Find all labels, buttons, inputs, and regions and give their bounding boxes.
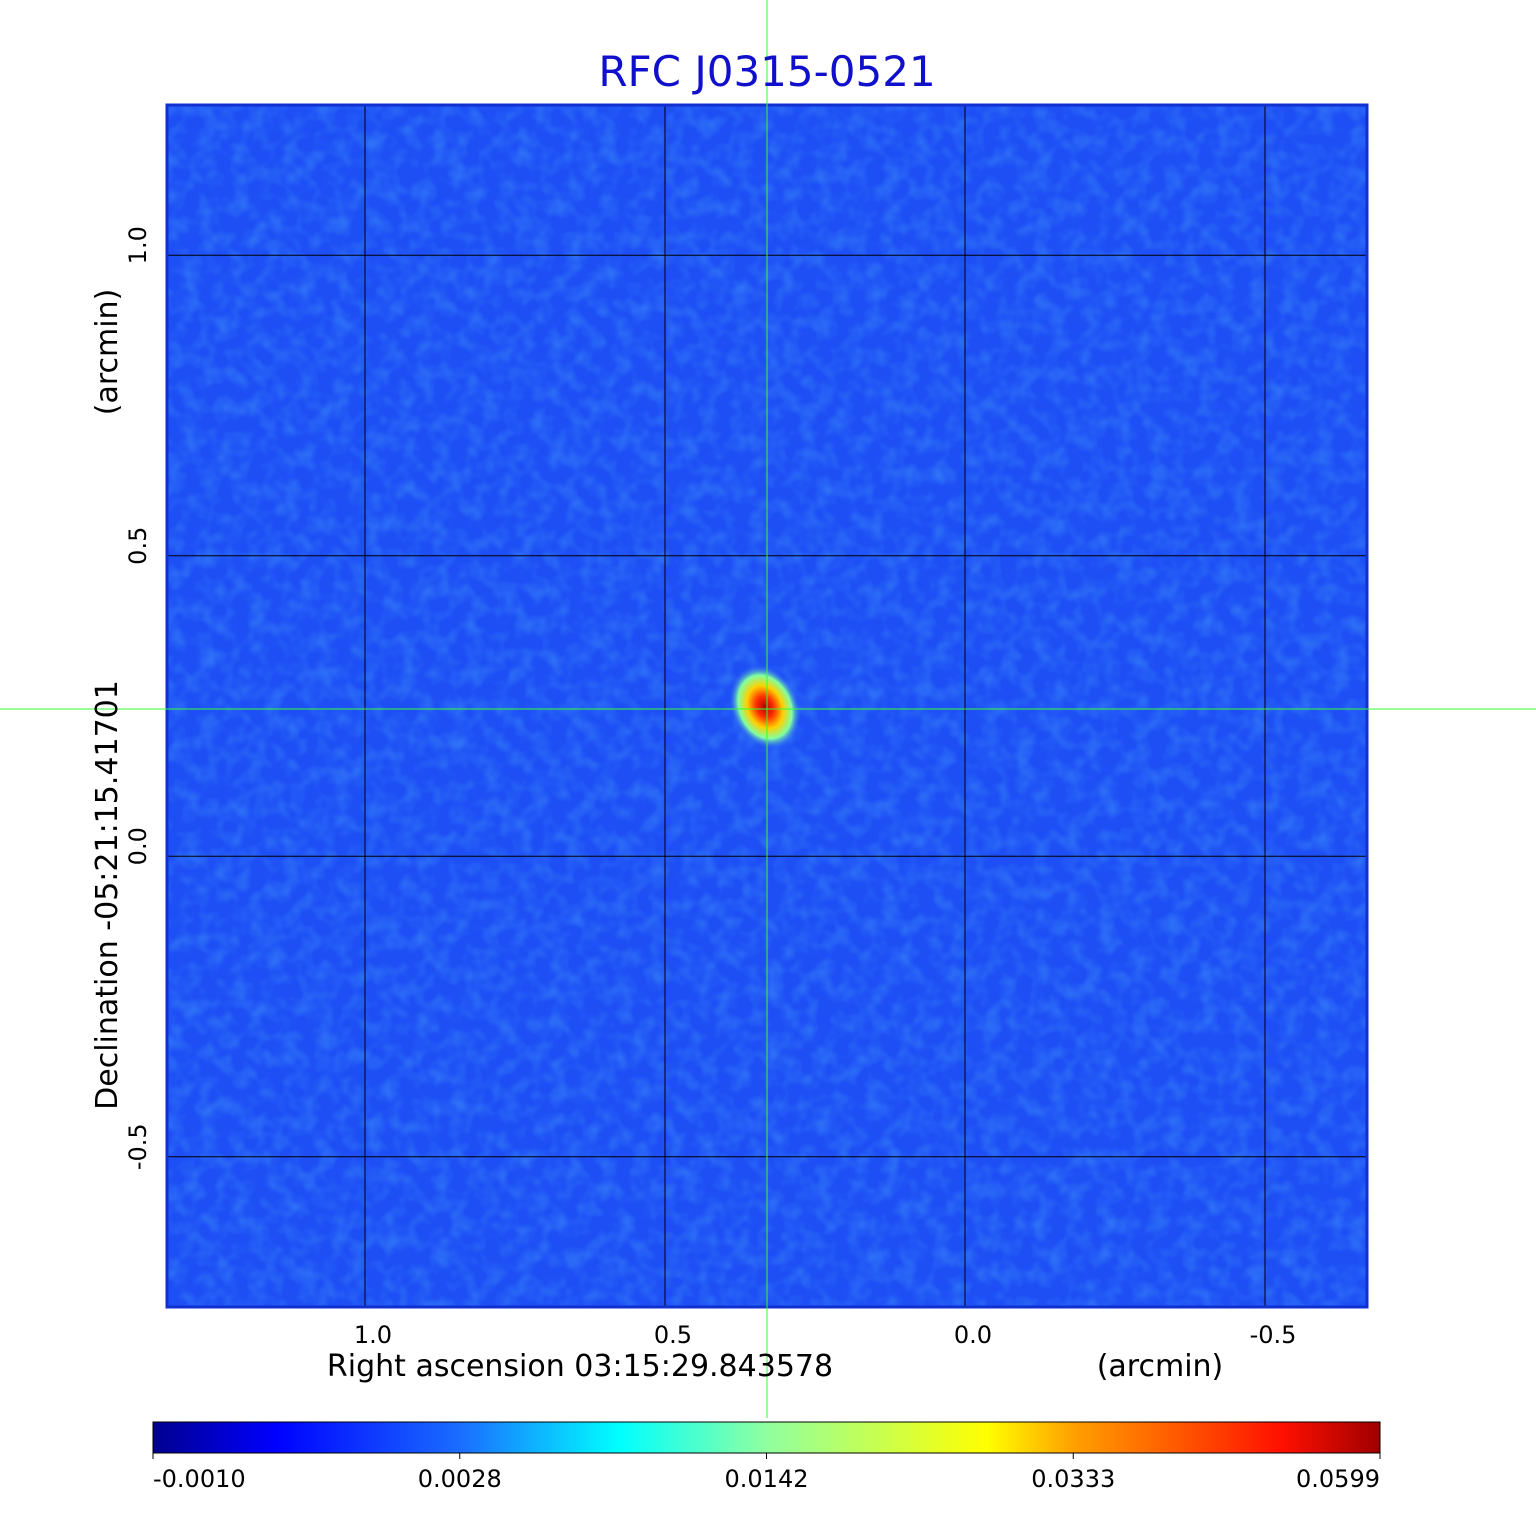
x-tick-label: 0.0 [954, 1321, 992, 1349]
chart-title: RFC J0315-0521 [598, 47, 935, 96]
colorbar-tick-label: -0.0010 [153, 1465, 246, 1493]
colorbar [152, 1421, 1381, 1454]
x-tick-label: -0.5 [1250, 1321, 1297, 1349]
colorbar-tick-label: 0.0142 [725, 1465, 809, 1493]
x-tick-label: 0.5 [654, 1321, 692, 1349]
y-axis-unit: (arcmin) [90, 289, 125, 416]
y-tick-label: -0.5 [124, 1123, 152, 1170]
y-tick-label: 0.5 [124, 527, 152, 565]
y-tick-label: 0.0 [124, 827, 152, 865]
colorbar-tick-label: 0.0028 [418, 1465, 502, 1493]
x-axis-label: Right ascension 03:15:29.843578 [327, 1349, 833, 1384]
source [729, 664, 801, 750]
y-axis-label: Declination -05:21:15.41701 [90, 680, 125, 1110]
x-tick-label: 1.0 [354, 1321, 392, 1349]
y-tick-label: 1.0 [124, 226, 152, 264]
x-axis-unit: (arcmin) [1097, 1349, 1224, 1384]
colorbar-tick-label: 0.0599 [1296, 1465, 1380, 1493]
colorbar-tick-label: 0.0333 [1031, 1465, 1115, 1493]
